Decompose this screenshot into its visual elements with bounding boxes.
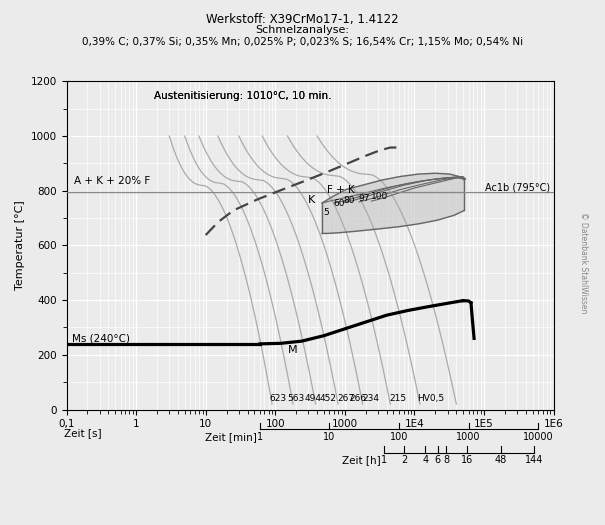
Text: K: K (307, 195, 315, 205)
Text: 97: 97 (359, 194, 370, 203)
Text: © Datenbank StahlWissen: © Datenbank StahlWissen (580, 212, 588, 313)
Text: 267: 267 (338, 394, 355, 403)
Text: Zeit [s]: Zeit [s] (64, 428, 101, 438)
Text: Werkstoff: X39CrMo17-1, 1.4122: Werkstoff: X39CrMo17-1, 1.4122 (206, 13, 399, 26)
Text: M: M (287, 345, 297, 355)
Text: 8: 8 (443, 455, 450, 465)
Text: A + K + 20% F: A + K + 20% F (74, 176, 151, 186)
Text: 494: 494 (305, 394, 322, 403)
Y-axis label: Temperatur [°C]: Temperatur [°C] (15, 201, 25, 290)
Text: 60: 60 (333, 199, 345, 208)
Text: 48: 48 (494, 455, 506, 465)
Text: Austenitisierung: 1010°C, 10 min.: Austenitisierung: 1010°C, 10 min. (154, 91, 332, 101)
Text: Zeit [min]: Zeit [min] (205, 432, 257, 442)
Text: HV0,5: HV0,5 (417, 394, 445, 403)
Text: 16: 16 (461, 455, 474, 465)
Text: 2: 2 (401, 455, 408, 465)
Text: 6: 6 (434, 455, 441, 465)
Text: 266: 266 (350, 394, 367, 403)
Text: 0,39% C; 0,37% Si; 0,35% Mn; 0,025% P; 0,023% S; 16,54% Cr; 1,15% Mo; 0,54% Ni: 0,39% C; 0,37% Si; 0,35% Mn; 0,025% P; 0… (82, 37, 523, 47)
Text: 5: 5 (323, 208, 329, 217)
Text: 623: 623 (270, 394, 287, 403)
Text: 4: 4 (422, 455, 428, 465)
Text: Zeit [h]: Zeit [h] (342, 455, 381, 465)
Text: 1: 1 (381, 455, 387, 465)
Text: Schmelzanalyse:: Schmelzanalyse: (255, 25, 350, 35)
Text: Ms (240°C): Ms (240°C) (72, 334, 130, 344)
Polygon shape (322, 173, 464, 234)
Text: 100: 100 (371, 192, 388, 201)
Text: 144: 144 (525, 455, 543, 465)
Text: 452: 452 (319, 394, 336, 403)
Text: 80: 80 (344, 196, 355, 205)
Text: 234: 234 (363, 394, 380, 403)
Text: 1: 1 (257, 432, 263, 442)
Text: Austenitisierung: 1010°C, 10 min.: Austenitisierung: 1010°C, 10 min. (154, 91, 332, 101)
Text: Ac1b (795°C): Ac1b (795°C) (485, 183, 551, 193)
Text: 1000: 1000 (456, 432, 481, 442)
Text: 215: 215 (390, 394, 407, 403)
Text: 563: 563 (287, 394, 304, 403)
Text: 10000: 10000 (523, 432, 554, 442)
Text: 100: 100 (390, 432, 408, 442)
Text: 10: 10 (323, 432, 336, 442)
Text: F + K: F + K (327, 185, 355, 195)
